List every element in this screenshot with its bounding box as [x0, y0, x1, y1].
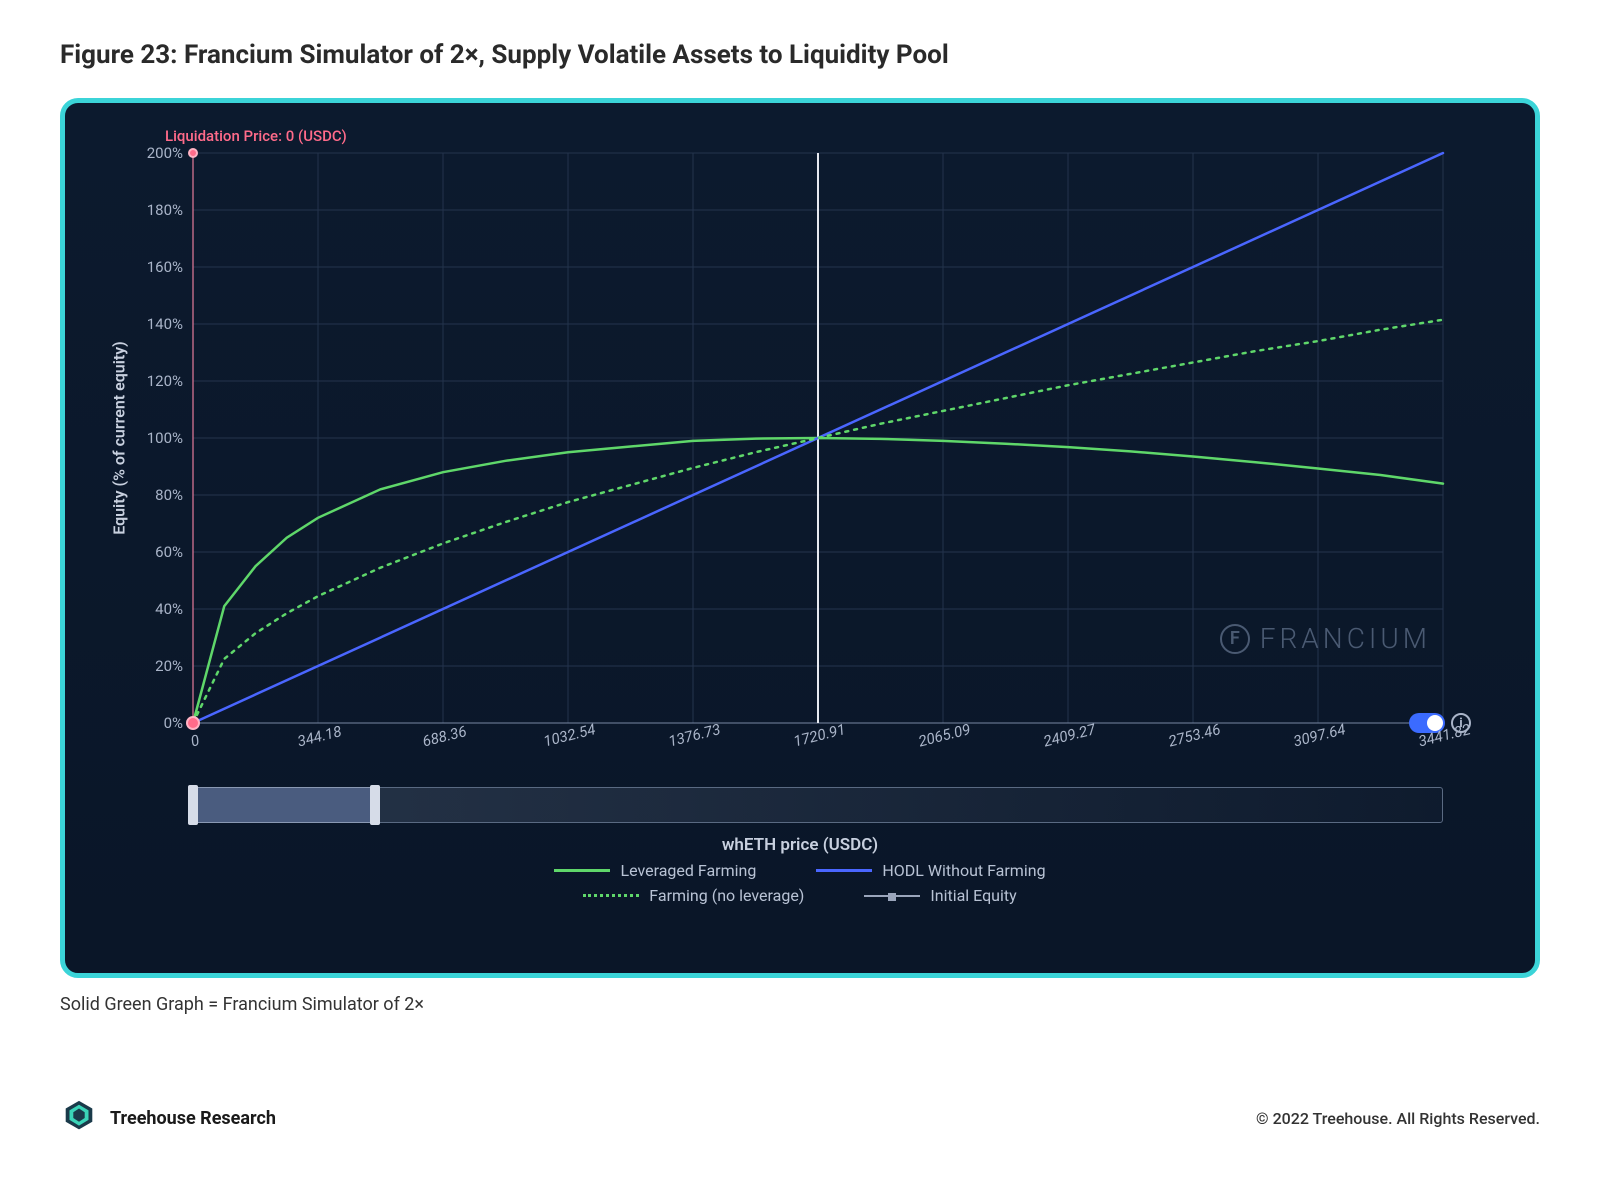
x-tick-label: 3097.64	[1292, 720, 1348, 750]
x-tick-label: 344.18	[296, 722, 344, 750]
legend-item-hodl: HODL Without Farming	[816, 861, 1045, 880]
x-tick-label: 1376.73	[667, 720, 723, 750]
legend-swatch	[816, 869, 872, 872]
legend-label: Farming (no leverage)	[649, 886, 804, 905]
chart-legend: Leveraged Farming HODL Without Farming F…	[99, 861, 1501, 905]
figure-title: Figure 23: Francium Simulator of 2×, Sup…	[60, 40, 1540, 70]
figure-caption: Solid Green Graph = Francium Simulator o…	[60, 994, 1540, 1015]
legend-swatch	[864, 895, 920, 897]
y-tick-label: 100%	[147, 429, 183, 447]
slider-handle-left[interactable]	[188, 785, 198, 825]
legend-label: HODL Without Farming	[882, 861, 1045, 880]
y-tick-label: 120%	[147, 372, 183, 390]
x-tick-label: 2409.27	[1042, 720, 1098, 750]
legend-label: Initial Equity	[930, 886, 1016, 905]
legend-item-leveraged: Leveraged Farming	[554, 861, 756, 880]
x-tick-label: 2065.09	[917, 720, 973, 750]
y-tick-label: 40%	[155, 600, 183, 618]
x-tick-label: 688.36	[421, 722, 469, 750]
slider-fill	[193, 787, 375, 823]
legend-label: Leveraged Farming	[620, 861, 756, 880]
y-tick-label: 140%	[147, 315, 183, 333]
x-tick-label: 1032.54	[542, 720, 598, 750]
x-tick-label: 0	[189, 731, 201, 750]
page-footer: Treehouse Research © 2022 Treehouse. All…	[60, 1099, 1540, 1137]
y-tick-label: 20%	[155, 657, 183, 675]
chart-frame: Liquidation Price: 0 (USDC) Equity (% of…	[60, 98, 1540, 978]
legend-row: Leveraged Farming HODL Without Farming	[554, 861, 1045, 880]
legend-item-farming-noleverage: Farming (no leverage)	[583, 886, 804, 905]
x-tick-label: 2753.46	[1167, 720, 1223, 750]
x-tick-label: 1720.91	[792, 720, 848, 750]
y-tick-label: 160%	[147, 258, 183, 276]
legend-swatch	[583, 894, 639, 897]
y-axis-title: Equity (% of current equity)	[110, 341, 129, 535]
francium-watermark: F FRANCIUM	[1220, 622, 1431, 655]
plot-area: Equity (% of current equity) F FRANCIUM …	[193, 153, 1443, 723]
y-tick-label: 60%	[155, 543, 183, 561]
watermark-text: FRANCIUM	[1260, 622, 1431, 655]
copyright-text: © 2022 Treehouse. All Rights Reserved.	[1256, 1109, 1540, 1128]
x-axis-title: whETH price (USDC)	[99, 835, 1501, 855]
range-slider[interactable]	[193, 787, 1443, 823]
treehouse-logo-icon	[60, 1099, 98, 1137]
chart-inner: Liquidation Price: 0 (USDC) Equity (% of…	[99, 127, 1501, 955]
y-tick-label: 200%	[147, 144, 183, 162]
legend-item-initial-equity: Initial Equity	[864, 886, 1016, 905]
brand-name: Treehouse Research	[110, 1108, 276, 1129]
slider-handle-right[interactable]	[370, 785, 380, 825]
y-tick-label: 80%	[155, 486, 183, 504]
slider-background	[193, 787, 1443, 823]
brand: Treehouse Research	[60, 1099, 276, 1137]
y-tick-label: 0%	[164, 714, 183, 732]
francium-logo-icon: F	[1220, 624, 1250, 654]
y-tick-label: 180%	[147, 201, 183, 219]
legend-swatch	[554, 869, 610, 872]
liquidation-price-label: Liquidation Price: 0 (USDC)	[165, 127, 347, 145]
legend-row: Farming (no leverage) Initial Equity	[583, 886, 1016, 905]
